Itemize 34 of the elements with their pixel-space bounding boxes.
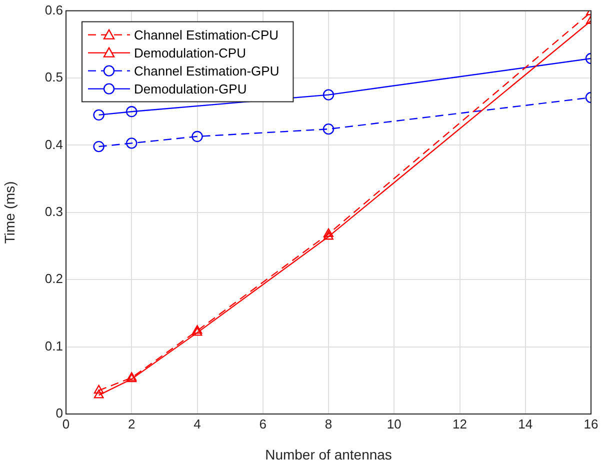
y-tick-label: 0.1 [44, 338, 63, 354]
point [94, 384, 104, 394]
x-tick-label: 6 [259, 416, 266, 432]
point [324, 228, 334, 238]
point [94, 390, 104, 398]
point [93, 109, 104, 121]
x-tick-label: 8 [324, 416, 332, 432]
legend-label: Channel Estimation-CPU [134, 27, 279, 42]
point [322, 89, 334, 100]
point [192, 325, 202, 334]
y-tick-label: 0.5 [44, 70, 63, 85]
y-tick-label: 0.4 [44, 136, 63, 152]
y-tick-label: 0 [56, 406, 63, 421]
point [322, 123, 334, 135]
x-axis-title: Number of antennas [265, 446, 392, 462]
x-tick-label: 14 [518, 416, 533, 432]
point [324, 230, 334, 240]
y-axis-title: Time (ms) [1, 181, 18, 244]
legend-label: Demodulation-CPU [134, 45, 246, 60]
point [126, 138, 138, 149]
x-tick-label: 12 [452, 416, 467, 432]
x-tick-label: 16 [584, 416, 598, 432]
x-tick-label: 10 [386, 416, 402, 432]
point [192, 327, 202, 336]
point [93, 140, 104, 152]
x-tick-label: 2 [128, 416, 136, 432]
y-tick-label: 0.6 [44, 2, 63, 18]
point [126, 106, 138, 118]
point [192, 130, 203, 142]
y-tick-label: 0.2 [44, 271, 63, 286]
x-tick-label: 4 [194, 416, 201, 432]
y-tick-label: 0.3 [44, 204, 63, 219]
legend-label: Demodulation-GPU [134, 81, 247, 96]
legend-label: Channel Estimation-GPU [134, 63, 280, 78]
